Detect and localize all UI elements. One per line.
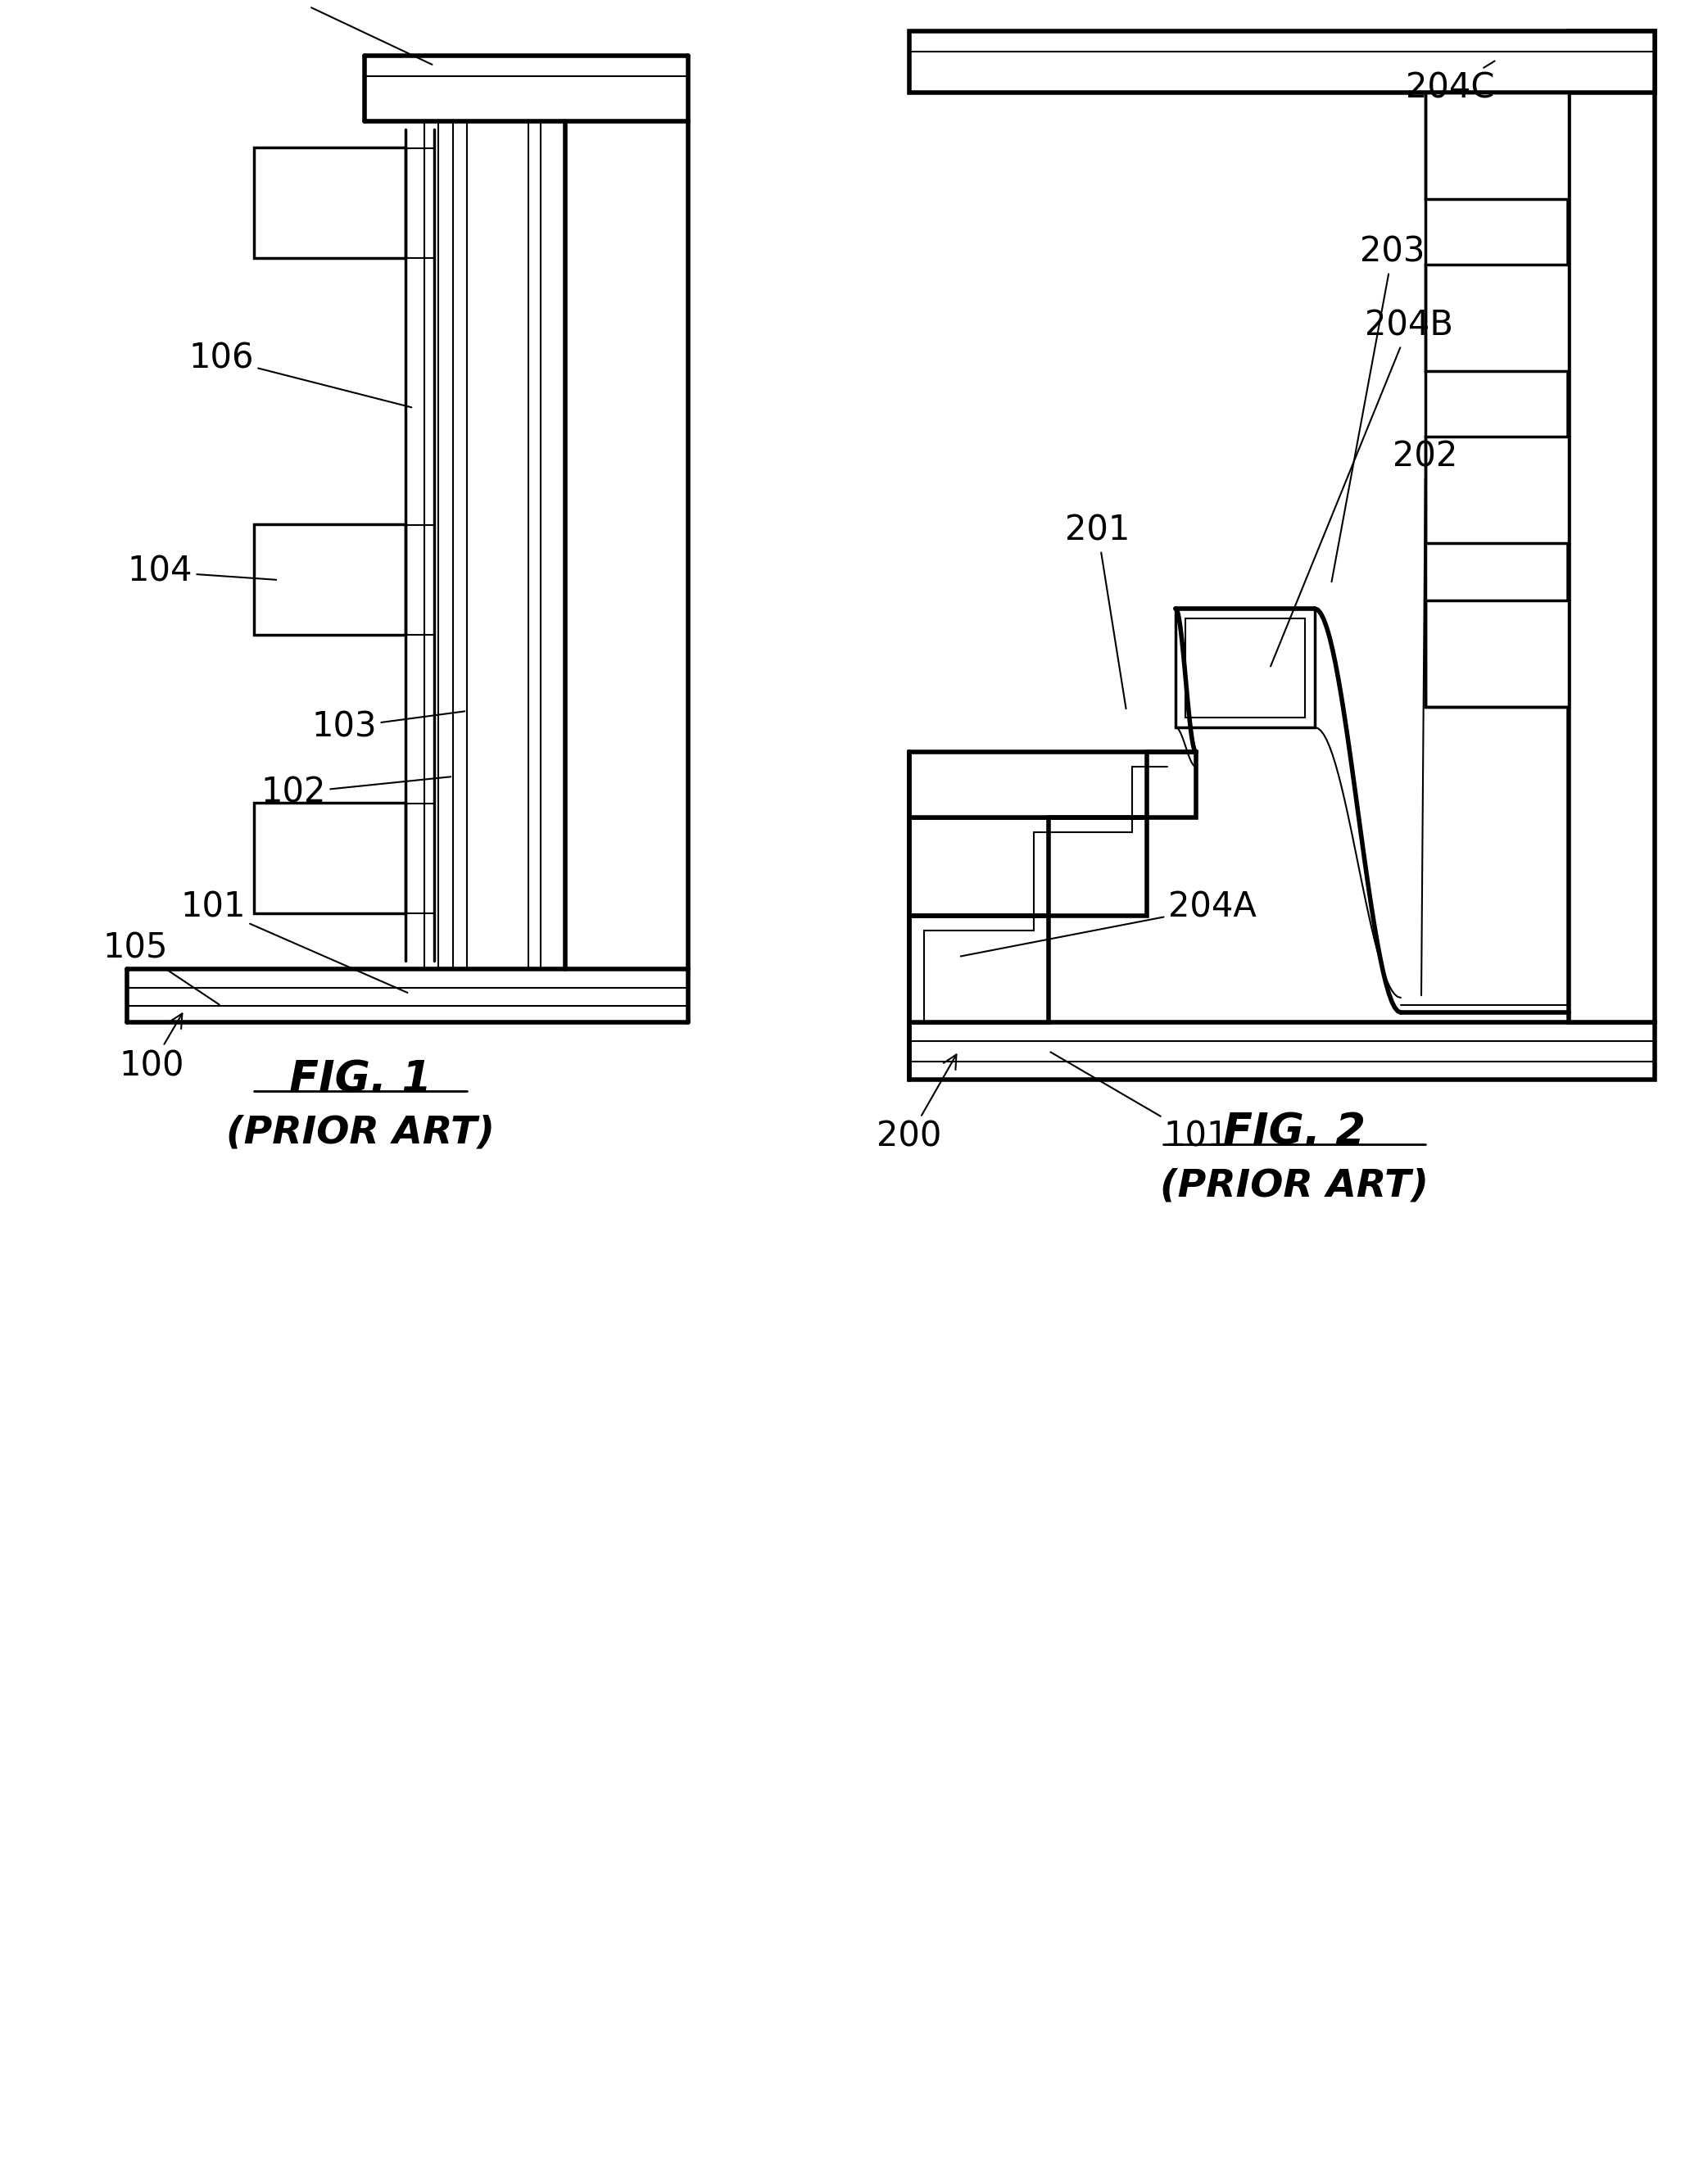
Text: 204C: 204C: [1406, 61, 1494, 106]
Bar: [254, 525, 405, 636]
Text: 201: 201: [1066, 514, 1131, 709]
Text: 202: 202: [1394, 440, 1459, 996]
Text: 104: 104: [126, 555, 277, 590]
Bar: [1185, 618, 1305, 718]
Text: 102: 102: [261, 777, 451, 809]
Bar: [909, 1022, 1655, 1080]
Text: 100: 100: [120, 1013, 184, 1082]
Text: (PRIOR ART): (PRIOR ART): [1160, 1167, 1428, 1204]
Text: 105: 105: [243, 0, 432, 65]
Text: FIG. 2: FIG. 2: [1223, 1111, 1366, 1154]
Text: (PRIOR ART): (PRIOR ART): [225, 1115, 495, 1152]
Bar: [254, 803, 405, 913]
Text: 101: 101: [181, 889, 408, 993]
Text: 105: 105: [102, 931, 219, 1004]
Bar: [909, 818, 1146, 915]
Bar: [1426, 265, 1568, 371]
Bar: [909, 753, 1196, 818]
Text: FIG. 1: FIG. 1: [289, 1058, 432, 1102]
Text: 103: 103: [311, 709, 465, 744]
Bar: [1568, 30, 1655, 1022]
Bar: [1175, 609, 1315, 727]
Text: 204B: 204B: [1271, 308, 1454, 666]
Text: 204A: 204A: [960, 889, 1257, 957]
Text: 200: 200: [876, 1054, 956, 1154]
Bar: [909, 915, 1049, 1022]
Text: 101: 101: [1050, 1052, 1228, 1154]
Bar: [1426, 93, 1568, 200]
Text: 106: 106: [188, 341, 412, 408]
Bar: [1426, 436, 1568, 542]
Bar: [254, 147, 405, 258]
Text: 203: 203: [1332, 234, 1424, 581]
Bar: [909, 30, 1655, 93]
Bar: [1426, 601, 1568, 707]
